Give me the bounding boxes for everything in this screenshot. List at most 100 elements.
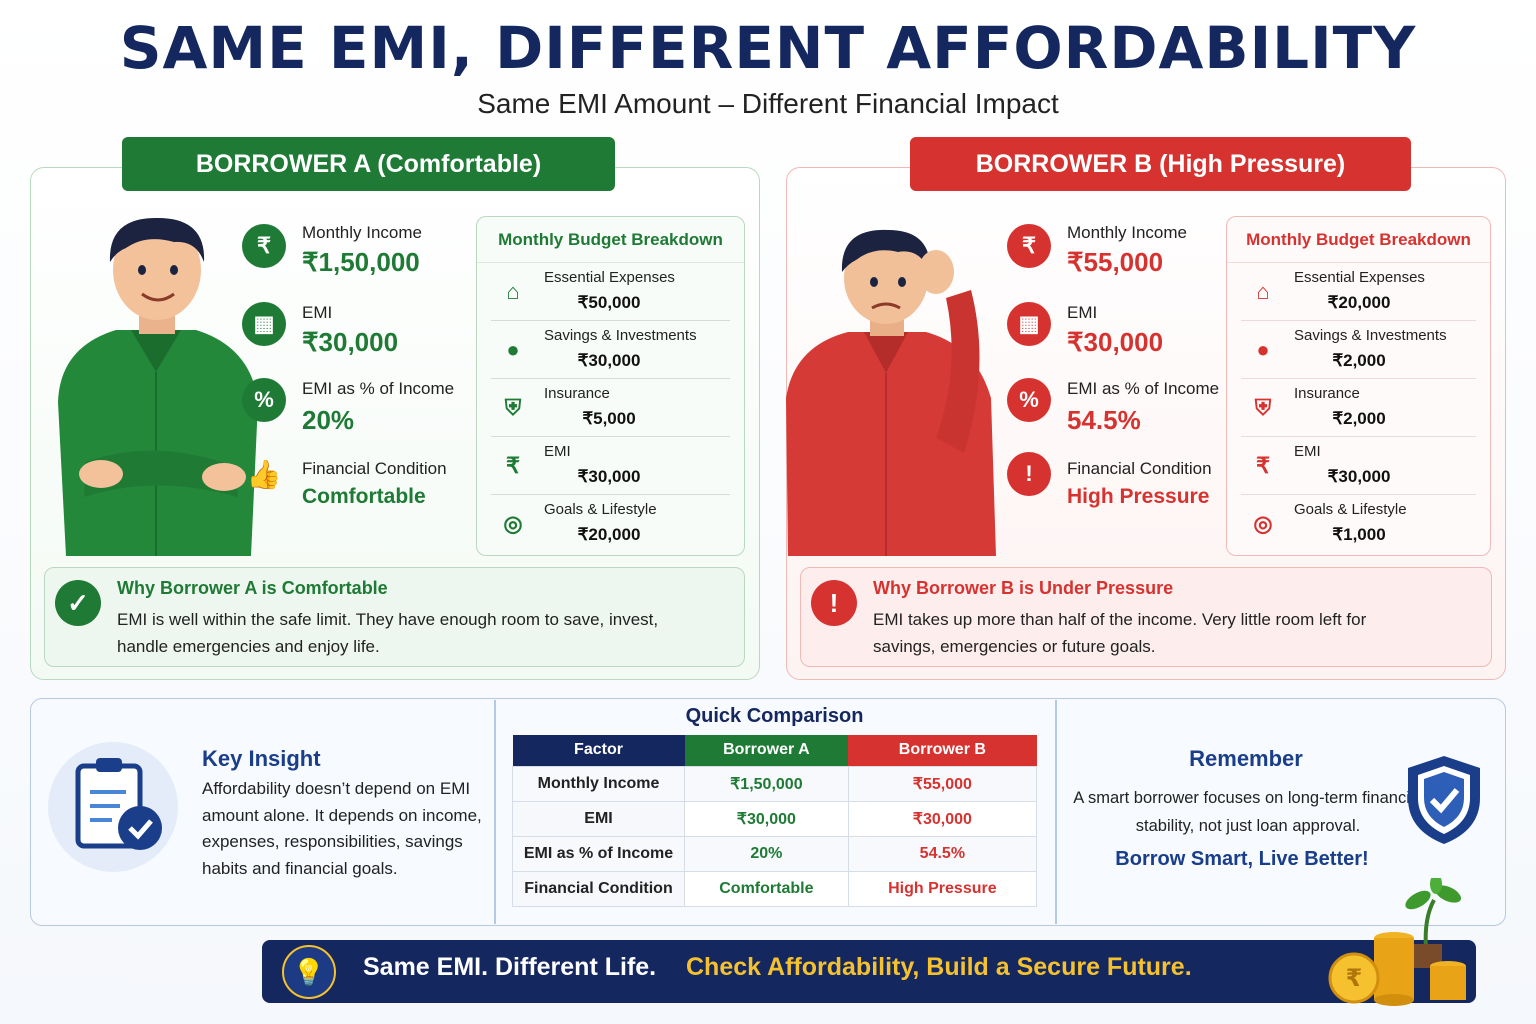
budget-value: ₹5,000 (582, 409, 636, 428)
stat-value: 20% (302, 405, 355, 435)
column-header: Borrower B (848, 735, 1037, 766)
rupee-icon: ₹ (1256, 453, 1270, 478)
column-header: Borrower A (684, 735, 849, 766)
budget-row: ⛨ Insurance ₹5,000 (491, 379, 730, 437)
clipboard-check-icon (48, 742, 178, 872)
budget-row: ₹ EMI ₹30,000 (491, 437, 730, 495)
stat-value: ₹30,000 (302, 327, 399, 357)
quick-comparison-title: Quick Comparison (685, 705, 864, 727)
table-cell: EMI (512, 800, 685, 837)
piggy-bank-icon: ● (506, 337, 520, 362)
table-cell: Monthly Income (512, 765, 685, 802)
budget-row: ◎ Goals & Lifestyle ₹1,000 (1241, 495, 1476, 553)
budget-label: Goals & Lifestyle (1294, 501, 1407, 518)
banner-right-text: Check Affordability, Build a Secure Futu… (686, 953, 1192, 981)
house-icon: ⌂ (1256, 279, 1270, 304)
target-icon: ◎ (1253, 511, 1273, 536)
shield-check-icon (1408, 756, 1480, 844)
budget-row: ⌂ Essential Expenses ₹50,000 (491, 263, 730, 321)
stat-label: Financial Condition (302, 459, 447, 478)
budget-title: Monthly Budget Breakdown (477, 217, 744, 263)
table-header-row: Factor Borrower A Borrower B (512, 735, 1037, 766)
calculator-icon: ▦ (242, 302, 286, 346)
check-circle-icon: ✓ (55, 580, 101, 626)
warning-icon: ! (811, 580, 857, 626)
piggy-bank-icon: ● (1256, 337, 1270, 362)
key-insight-title: Key Insight (202, 746, 321, 771)
stat-label: EMI (1067, 303, 1098, 322)
pie-percent-icon: % (1007, 378, 1051, 422)
comparison-table: Factor Borrower A Borrower B Monthly Inc… (512, 735, 1038, 907)
remember-text: A smart borrower focuses on long-term fi… (1073, 789, 1423, 835)
divider (1055, 700, 1057, 924)
table-cell: ₹55,000 (847, 765, 1038, 802)
why-title: Why Borrower A is Comfortable (117, 578, 388, 598)
remember-slogan: Borrow Smart, Live Better! (1115, 848, 1369, 870)
budget-value: ₹50,000 (577, 293, 641, 312)
warning-icon: ! (1007, 452, 1051, 496)
budget-value: ₹20,000 (1327, 293, 1391, 312)
svg-text:₹: ₹ (1346, 964, 1363, 992)
stat-label: EMI (302, 303, 333, 322)
budget-label: EMI (1294, 443, 1321, 460)
why-text: EMI takes up more than half of the incom… (873, 610, 1367, 656)
stat-value: 54.5% (1067, 405, 1141, 435)
table-cell: EMI as % of Income (512, 835, 685, 872)
divider (494, 700, 496, 924)
budget-label: Essential Expenses (544, 269, 675, 286)
budget-label: Goals & Lifestyle (544, 501, 657, 518)
budget-value: ₹30,000 (577, 351, 641, 370)
table-cell: 54.5% (847, 835, 1038, 872)
stat-label: Financial Condition (1067, 459, 1212, 478)
stat-label: Monthly Income (1067, 223, 1187, 242)
budget-row: ₹ EMI ₹30,000 (1241, 437, 1476, 495)
budget-label: Savings & Investments (544, 327, 697, 344)
budget-title: Monthly Budget Breakdown (1227, 217, 1490, 263)
budget-label: Insurance (1294, 385, 1360, 402)
key-insight-text: Affordability doesn’t depend on EMI amou… (202, 779, 482, 878)
budget-label: Essential Expenses (1294, 269, 1425, 286)
budget-value: ₹20,000 (577, 525, 641, 544)
banner-left-text: Same EMI. Different Life. (363, 953, 657, 981)
why-title: Why Borrower B is Under Pressure (873, 578, 1174, 598)
budget-breakdown-a: Monthly Budget Breakdown ⌂ Essential Exp… (476, 216, 745, 556)
table-cell: Financial Condition (512, 870, 685, 907)
table-cell: 20% (684, 835, 849, 872)
budget-row: ● Savings & Investments ₹30,000 (491, 321, 730, 379)
table-row: Financial Condition Comfortable High Pre… (512, 870, 1038, 907)
budget-breakdown-b: Monthly Budget Breakdown ⌂ Essential Exp… (1226, 216, 1491, 556)
budget-value: ₹2,000 (1332, 351, 1386, 370)
budget-row: ● Savings & Investments ₹2,000 (1241, 321, 1476, 379)
pie-percent-icon: % (242, 378, 286, 422)
stat-label: EMI as % of Income (1067, 379, 1220, 398)
shield-plus-icon: ⛨ (1254, 395, 1272, 420)
stat-value: ₹1,50,000 (302, 247, 420, 277)
stat-value: High Pressure (1067, 485, 1210, 508)
thumbs-up-icon: 👍 (246, 458, 282, 490)
footer-banner (262, 940, 1476, 1003)
shield-plus-icon: ⛨ (504, 395, 522, 420)
budget-value: ₹30,000 (1327, 467, 1391, 486)
budget-row: ⛨ Insurance ₹2,000 (1241, 379, 1476, 437)
stat-value: Comfortable (302, 485, 426, 508)
table-row: EMI ₹30,000 ₹30,000 (512, 800, 1038, 837)
column-header: Factor (512, 735, 685, 766)
coins-plant-icon: ₹ (1328, 878, 1466, 1006)
budget-label: Savings & Investments (1294, 327, 1447, 344)
rupee-icon: ₹ (1007, 224, 1051, 268)
comfortable-man-illustration (58, 217, 258, 556)
table-cell: ₹30,000 (847, 800, 1038, 837)
lightbulb-icon: 💡 (282, 945, 336, 999)
stat-label: EMI as % of Income (302, 379, 455, 398)
budget-value: ₹2,000 (1332, 409, 1386, 428)
stressed-man-illustration (786, 229, 996, 556)
remember-title: Remember (1189, 746, 1303, 771)
budget-label: EMI (544, 443, 571, 460)
stat-label: Monthly Income (302, 223, 422, 242)
page-subtitle: Same EMI Amount – Different Financial Im… (477, 88, 1059, 119)
table-cell: High Pressure (847, 870, 1038, 907)
budget-value: ₹30,000 (577, 467, 641, 486)
borrower-b-title: BORROWER B (High Pressure) (910, 137, 1411, 191)
why-text: EMI is well within the safe limit. They … (117, 610, 659, 656)
budget-value: ₹1,000 (1332, 525, 1386, 544)
